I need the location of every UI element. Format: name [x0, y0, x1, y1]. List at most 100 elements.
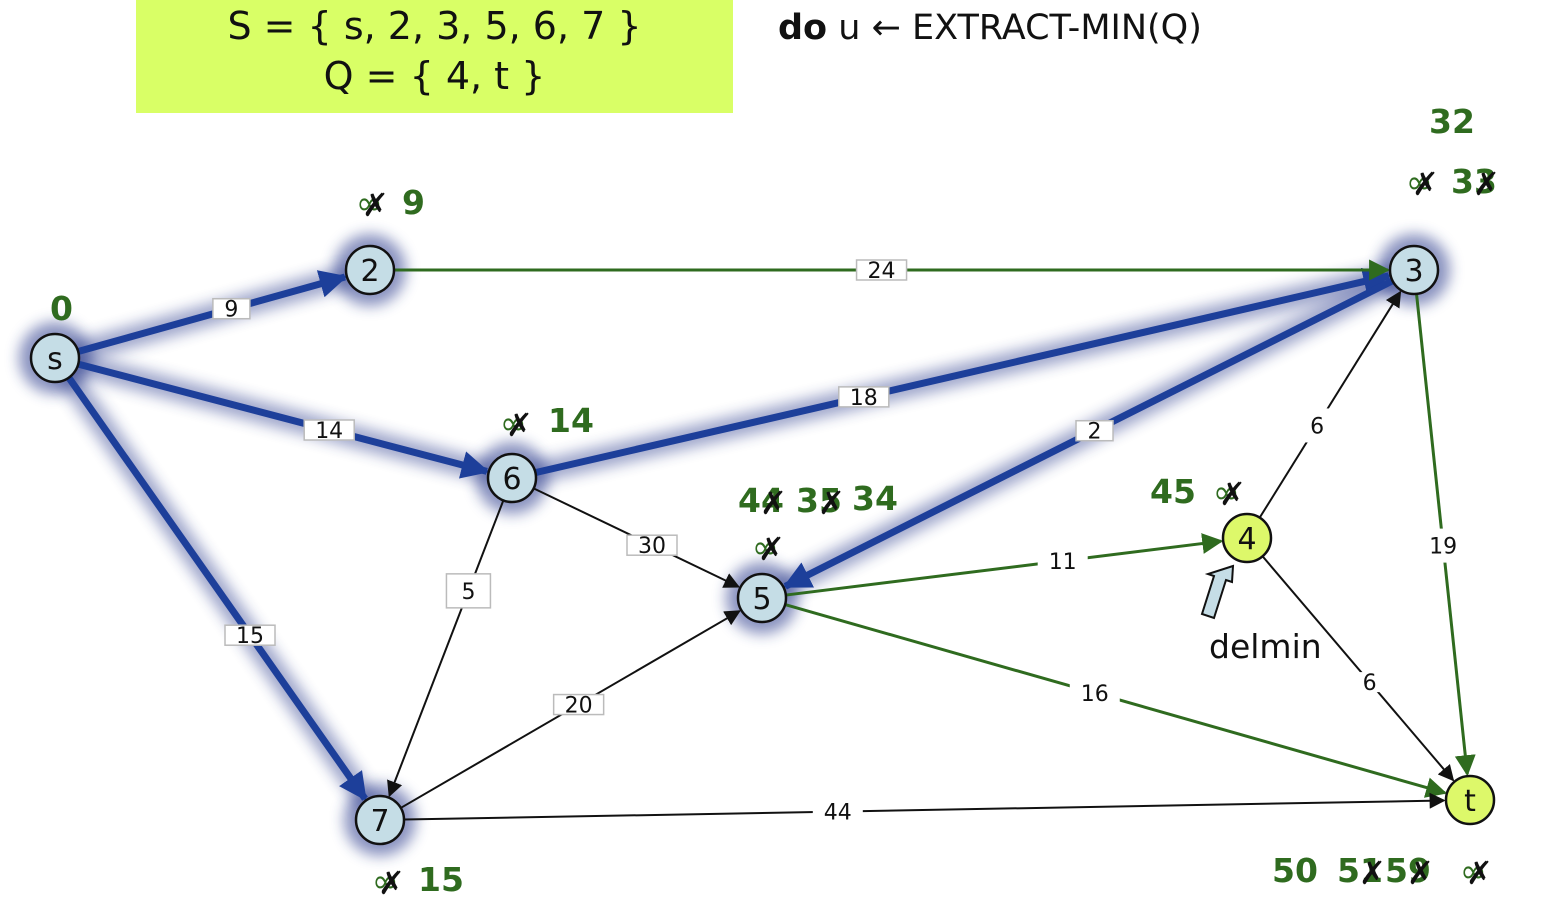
current-distance: 45	[1150, 472, 1196, 511]
struck-distance: ∞	[372, 862, 399, 900]
edge-weight-box	[1295, 408, 1340, 443]
strike-mark-icon: ✗	[818, 484, 845, 522]
annotation-layer: delmin	[1200, 564, 1322, 666]
current-distance: 0	[50, 289, 73, 328]
distance-6: ∞✗ 14	[500, 401, 594, 444]
pseudocode-line: do u ← EXTRACT-MIN(Q)	[778, 8, 1202, 48]
edge-5-to-4	[785, 533, 1224, 597]
queue-set-label: Q = { 4, t }	[323, 54, 546, 98]
edge-s-to-2	[77, 270, 348, 355]
node-t: t	[1444, 774, 1496, 826]
edge-weight-box	[552, 693, 605, 716]
edge-weight-box	[1075, 419, 1114, 442]
edge-weight-2-3: 24	[855, 259, 908, 284]
struck-distance: 59	[1385, 851, 1431, 890]
node-label: 4	[1237, 522, 1256, 557]
strike-mark-icon: ✗	[1219, 475, 1246, 513]
struck-distance: ∞	[500, 404, 527, 442]
edge-weight-label: 9	[224, 298, 238, 323]
struck-distance: ∞	[1213, 473, 1240, 511]
edge-weight-box	[1351, 672, 1389, 693]
edge-weight-box	[224, 624, 276, 646]
current-distance: 15	[418, 860, 464, 899]
edge-weight-label: 30	[638, 534, 666, 559]
struck-distance: 35	[796, 481, 842, 520]
edge-weight-5-4: 11	[1037, 550, 1088, 575]
strike-mark-icon: ✗	[506, 406, 533, 444]
delmin-arrow-icon	[1200, 564, 1235, 620]
strike-mark-icon: ✗	[378, 864, 405, 902]
edge-weight-box	[445, 573, 492, 609]
strike-mark-icon: ✗	[1473, 165, 1500, 203]
edge-weight-5-t: 16	[1069, 682, 1120, 707]
edge-weight-label: 15	[236, 624, 264, 649]
node-label: 3	[1404, 254, 1423, 289]
node-label: 2	[360, 254, 379, 289]
node-3: 3	[1388, 244, 1440, 296]
edge-weight-label: 20	[565, 694, 593, 719]
edge-layer: 9 14 15 18 2 24 19 11 16 30 5 20 44 6 6	[65, 259, 1476, 826]
edge-weight-3-t: 19	[1421, 528, 1466, 563]
edge-weight-6-7: 5	[445, 573, 492, 609]
node-4: 4	[1221, 512, 1273, 564]
pseudocode-keyword: do	[778, 8, 828, 48]
edge-weight-label: 24	[868, 259, 896, 284]
edge-weight-4-t: 6	[1351, 671, 1389, 696]
edge-weight-4-3: 6	[1295, 408, 1340, 443]
edge-6-to-3	[534, 267, 1392, 477]
edge-weight-label: 16	[1081, 682, 1109, 707]
node-6: 6	[486, 452, 538, 504]
node-circle	[344, 244, 396, 296]
edge-weight-6-3: 18	[838, 386, 890, 411]
node-circle	[486, 452, 538, 504]
strike-mark-icon: ✗	[1412, 165, 1439, 203]
node-circle	[29, 332, 81, 384]
edge-weight-label: 44	[824, 801, 852, 826]
set-status-box: S = { s, 2, 3, 5, 6, 7 } Q = { 4, t }	[136, 0, 733, 113]
distance-t: ∞✗59✗51✗50	[1272, 851, 1493, 892]
edge-4-to-3	[1258, 290, 1402, 519]
node-7: 7	[354, 794, 406, 846]
node-circle	[736, 572, 788, 624]
node-label: s	[47, 342, 63, 377]
node-label: 6	[502, 462, 521, 497]
current-distance: 32	[1429, 102, 1475, 141]
edge-weight-label: 11	[1049, 550, 1077, 575]
edge-weight-label: 14	[315, 419, 343, 444]
edge-weight-s-2: 9	[212, 298, 251, 323]
node-circle	[1444, 774, 1496, 826]
edge-weight-3-5: 2	[1075, 419, 1114, 445]
node-circle	[1388, 244, 1440, 296]
distance-2: ∞✗ 9	[356, 183, 425, 224]
strike-mark-icon: ✗	[362, 186, 389, 224]
strike-mark-icon: ✗	[1407, 854, 1434, 892]
edge-7-to-t	[403, 792, 1446, 821]
edge-weight-label: 6	[1310, 414, 1324, 439]
struck-distance: ∞	[1406, 163, 1433, 201]
node-label: t	[1464, 784, 1476, 819]
node-layer: s 2 3 6 5 7 4 t	[29, 244, 1496, 846]
struck-distance: 51	[1337, 851, 1383, 890]
strike-mark-icon: ✗	[758, 530, 785, 568]
current-distance: 50	[1272, 851, 1318, 890]
node-5: 5	[736, 572, 788, 624]
edge-s-to-6	[77, 360, 490, 479]
distance-5: ∞✗44✗ 35✗ 34	[738, 479, 898, 568]
distance-layer: ∞✗ 9∞✗ 33✗32∞✗45∞✗44✗ 35✗ 34∞✗ 14∞✗ 150∞✗59✗51…	[50, 102, 1500, 902]
edge-weight-box	[303, 419, 355, 441]
node-label: 7	[370, 804, 389, 839]
current-distance: 14	[548, 401, 594, 440]
struck-distance: ∞	[356, 184, 383, 222]
settled-set-label: S = { s, 2, 3, 5, 6, 7 }	[227, 4, 642, 48]
edge-weight-label: 19	[1429, 535, 1457, 560]
edge-weight-label: 5	[461, 580, 475, 605]
edge-weight-box	[812, 801, 863, 822]
current-distance: 34	[852, 479, 898, 518]
edge-weight-label: 6	[1363, 671, 1377, 696]
strike-mark-icon: ✗	[1466, 854, 1493, 892]
strike-mark-icon: ✗	[1359, 854, 1386, 892]
edge-6-to-7	[387, 500, 505, 798]
distance-s: 0	[50, 289, 73, 328]
distance-3: ∞✗ 33✗32	[1406, 102, 1500, 203]
